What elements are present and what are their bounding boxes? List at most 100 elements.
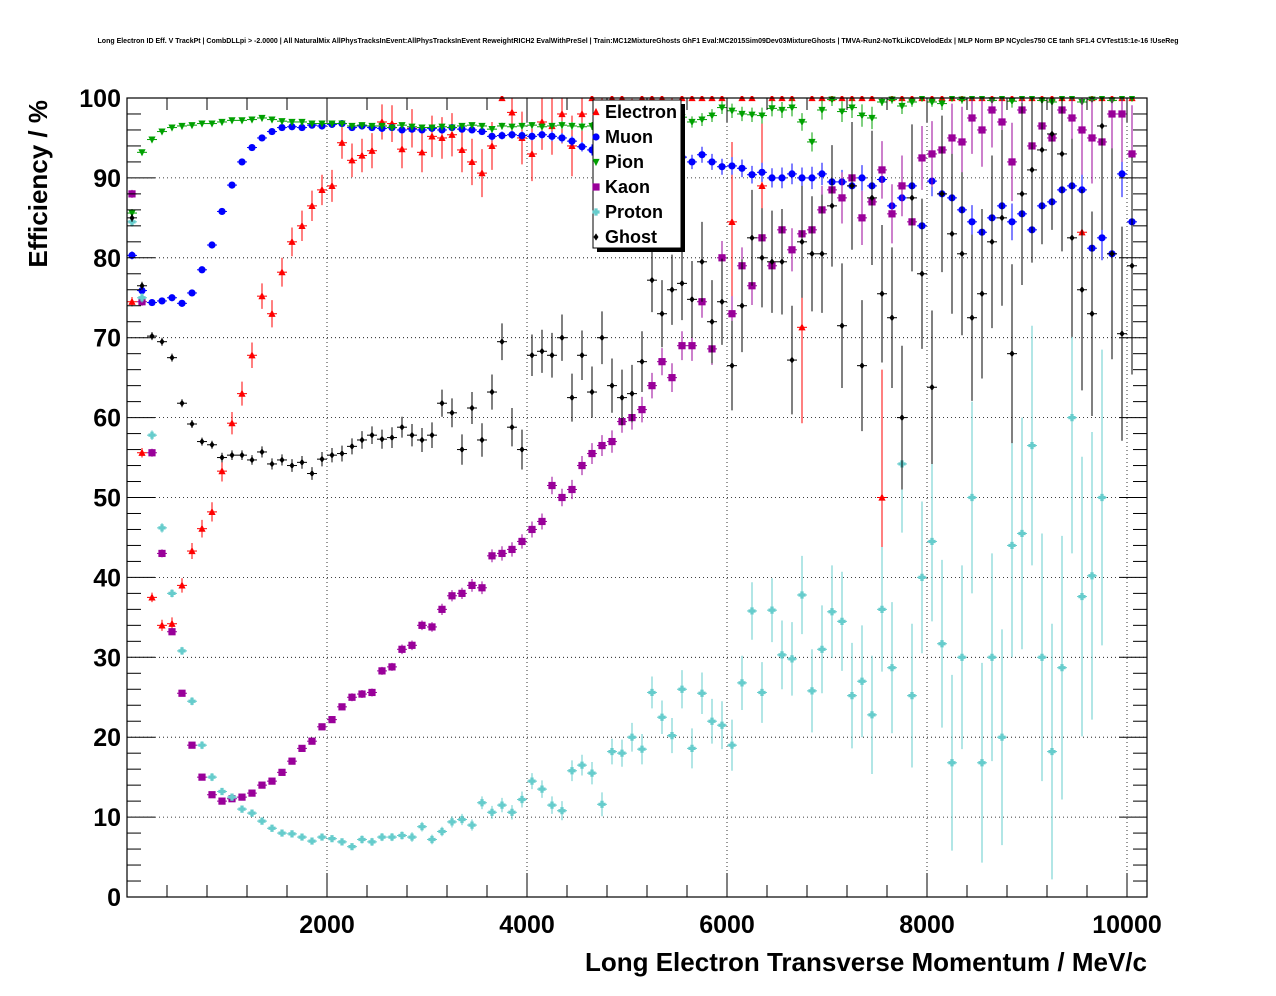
data-point <box>858 214 866 222</box>
data-point <box>189 420 195 428</box>
data-point <box>398 831 406 840</box>
data-point <box>418 124 426 132</box>
data-point <box>358 690 366 698</box>
data-point <box>919 270 925 278</box>
data-point <box>478 584 486 592</box>
data-point <box>659 310 665 318</box>
data-point <box>129 214 135 222</box>
data-point <box>508 545 516 554</box>
data-point <box>1099 122 1105 130</box>
data-point <box>258 817 266 825</box>
data-point <box>688 744 696 752</box>
data-point <box>138 149 146 157</box>
data-point <box>838 194 846 202</box>
data-point <box>398 145 406 153</box>
legend-label-electron: Electron <box>605 102 677 122</box>
data-point <box>139 282 145 290</box>
data-point <box>758 181 766 189</box>
data-point <box>398 645 406 653</box>
data-point <box>538 123 546 131</box>
data-point <box>979 290 985 298</box>
data-point <box>389 433 395 442</box>
data-point <box>468 157 476 166</box>
data-point <box>188 697 196 705</box>
data-point <box>388 833 396 841</box>
data-point <box>348 693 356 701</box>
data-point <box>748 607 756 615</box>
data-point <box>798 323 806 331</box>
data-point <box>228 419 236 427</box>
data-point <box>239 451 245 459</box>
data-point <box>488 552 496 560</box>
data-point <box>328 716 336 724</box>
data-point <box>168 628 176 636</box>
y-tick-label: 90 <box>93 165 121 193</box>
data-point <box>1088 134 1096 142</box>
data-point <box>558 122 566 130</box>
data-point <box>749 234 755 242</box>
data-point <box>688 342 696 350</box>
y-tick-label: 80 <box>93 245 121 273</box>
data-point <box>798 174 806 182</box>
data-point <box>219 453 225 462</box>
data-point <box>348 843 356 851</box>
data-point <box>929 383 935 391</box>
data-point <box>1079 286 1085 294</box>
data-point <box>758 688 766 697</box>
data-point <box>208 241 216 249</box>
data-point <box>909 194 915 202</box>
data-point <box>558 493 566 502</box>
data-point <box>158 297 166 305</box>
data-point <box>518 537 526 546</box>
data-point <box>978 126 986 134</box>
data-point <box>319 455 325 463</box>
data-point <box>668 732 676 740</box>
data-point <box>168 294 176 302</box>
data-point <box>148 431 156 439</box>
data-point <box>868 711 876 719</box>
data-point <box>288 830 296 838</box>
data-point <box>408 123 416 131</box>
data-point <box>688 118 696 127</box>
data-point <box>498 549 506 558</box>
data-point <box>328 181 336 189</box>
data-point <box>458 145 466 154</box>
data-point <box>488 808 496 816</box>
data-point <box>489 388 495 396</box>
data-point <box>1089 310 1095 318</box>
legend-marker <box>592 133 600 141</box>
data-point <box>738 679 746 687</box>
data-point <box>529 351 535 359</box>
data-point <box>648 688 656 697</box>
data-point <box>1078 126 1086 134</box>
data-point <box>229 451 235 459</box>
data-point <box>198 741 206 749</box>
data-point <box>828 608 836 616</box>
data-point <box>479 436 485 444</box>
data-point <box>438 827 446 836</box>
data-point <box>788 104 796 112</box>
data-point <box>358 122 366 130</box>
data-point <box>428 623 436 631</box>
data-point <box>1049 130 1055 138</box>
data-point <box>228 181 236 189</box>
data-point <box>268 127 276 136</box>
y-tick-label: 70 <box>93 325 121 353</box>
data-point <box>238 793 246 801</box>
data-point <box>298 123 306 132</box>
data-point <box>438 605 446 613</box>
data-point <box>629 390 635 398</box>
data-point <box>818 170 826 178</box>
data-point <box>729 362 735 370</box>
data-point <box>178 299 186 307</box>
data-point <box>988 653 996 661</box>
data-point <box>649 276 655 284</box>
data-point <box>758 112 766 120</box>
data-point <box>898 102 906 111</box>
data-point <box>708 717 716 725</box>
data-point <box>969 314 975 322</box>
data-point <box>799 238 805 246</box>
data-point <box>448 818 456 826</box>
data-point <box>598 800 606 808</box>
